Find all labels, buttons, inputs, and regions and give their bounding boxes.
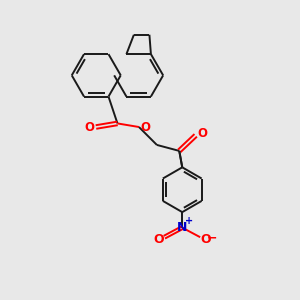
Text: O: O [84,121,94,134]
Text: O: O [197,128,207,140]
Text: O: O [200,233,211,246]
Text: O: O [140,121,151,134]
Text: −: − [207,231,217,244]
Text: O: O [154,233,164,246]
Text: +: + [185,216,193,226]
Text: N: N [177,221,188,234]
